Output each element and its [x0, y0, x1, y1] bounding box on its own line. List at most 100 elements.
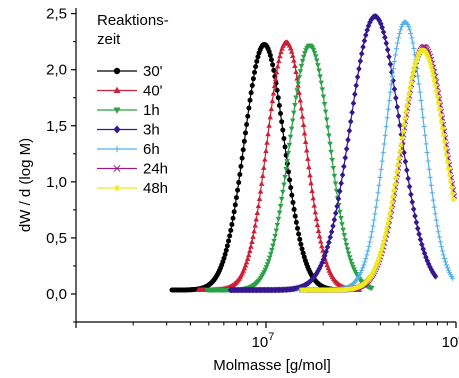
legend-item: 3h — [97, 122, 160, 139]
data-point — [298, 63, 305, 69]
data-point — [298, 105, 305, 111]
data-point — [296, 231, 302, 237]
data-point — [253, 64, 259, 70]
data-point — [244, 121, 250, 127]
data-point — [392, 52, 398, 58]
data-point — [415, 73, 421, 79]
data-point — [113, 184, 121, 192]
series-line — [172, 43, 342, 291]
data-point — [405, 21, 411, 27]
data-point — [383, 230, 389, 236]
data-point — [293, 95, 299, 101]
data-point — [249, 82, 255, 88]
data-point — [241, 138, 247, 144]
data-point — [384, 115, 390, 121]
data-point — [345, 251, 352, 257]
data-point — [292, 102, 298, 108]
data-point — [280, 189, 286, 195]
data-point — [292, 213, 298, 219]
data-point — [410, 70, 416, 76]
y-tick-label: 2,5 — [46, 6, 67, 23]
data-point — [244, 255, 251, 261]
data-point — [391, 188, 397, 194]
data-point — [267, 52, 273, 58]
data-point — [376, 182, 382, 188]
data-point — [406, 183, 413, 190]
data-point — [408, 30, 414, 36]
y-tick-label: 0,5 — [46, 230, 67, 247]
data-point — [362, 259, 368, 265]
data-point — [268, 106, 275, 112]
data-point — [227, 233, 233, 239]
data-point — [316, 68, 322, 74]
legend-item: 30' — [97, 63, 163, 80]
y-tick-label: 1,0 — [46, 174, 67, 191]
data-point — [258, 180, 265, 186]
data-point — [290, 199, 296, 205]
data-point — [358, 50, 365, 58]
data-point — [410, 40, 416, 46]
data-point — [423, 50, 429, 56]
data-point — [435, 100, 441, 106]
data-point — [272, 76, 279, 82]
data-point — [392, 181, 398, 187]
data-point — [292, 63, 298, 69]
data-point — [297, 236, 303, 242]
data-point — [297, 69, 304, 75]
data-point — [297, 97, 304, 103]
data-point — [414, 55, 420, 61]
x-tick-base: 10 — [252, 334, 269, 351]
data-point — [318, 80, 324, 86]
y-axis-label: dW / d (log M) — [17, 138, 34, 232]
data-point — [255, 54, 261, 60]
data-point — [378, 250, 384, 256]
data-point — [274, 222, 281, 228]
x-tick-label: 108 — [442, 331, 459, 351]
data-point — [113, 107, 121, 114]
data-point — [421, 123, 427, 129]
data-point — [267, 114, 273, 120]
data-point — [383, 39, 390, 47]
data-point — [438, 119, 444, 125]
data-point — [287, 134, 294, 140]
data-point — [250, 233, 256, 239]
data-point — [387, 61, 394, 68]
data-point — [442, 259, 448, 265]
data-point — [302, 138, 309, 144]
data-point — [340, 227, 346, 233]
data-point — [436, 234, 442, 240]
data-point — [245, 252, 252, 258]
data-point — [380, 28, 387, 36]
data-point — [441, 139, 447, 145]
data-point — [377, 174, 383, 180]
data-point — [339, 222, 345, 228]
data-point — [240, 267, 247, 273]
data-point — [259, 172, 266, 178]
data-point — [449, 191, 455, 197]
x-tick-label: 107 — [252, 331, 275, 351]
series-layer — [169, 13, 458, 294]
data-point — [248, 243, 254, 249]
data-point — [431, 77, 437, 83]
data-point — [255, 203, 262, 209]
data-point — [271, 67, 277, 73]
data-point — [281, 182, 287, 188]
data-point — [430, 197, 436, 203]
data-point — [427, 60, 433, 66]
data-point — [226, 238, 232, 244]
data-point — [276, 102, 282, 108]
data-point — [378, 166, 384, 172]
data-point — [385, 106, 391, 112]
data-point — [236, 179, 242, 185]
data-point — [223, 247, 229, 253]
data-point — [241, 265, 248, 271]
data-point — [363, 256, 369, 262]
data-point — [243, 259, 250, 265]
data-point — [277, 203, 284, 209]
data-point — [437, 112, 443, 118]
data-point — [263, 148, 269, 154]
data-point — [235, 187, 241, 193]
data-point — [301, 130, 308, 136]
data-point — [334, 202, 340, 210]
data-point — [326, 239, 332, 246]
